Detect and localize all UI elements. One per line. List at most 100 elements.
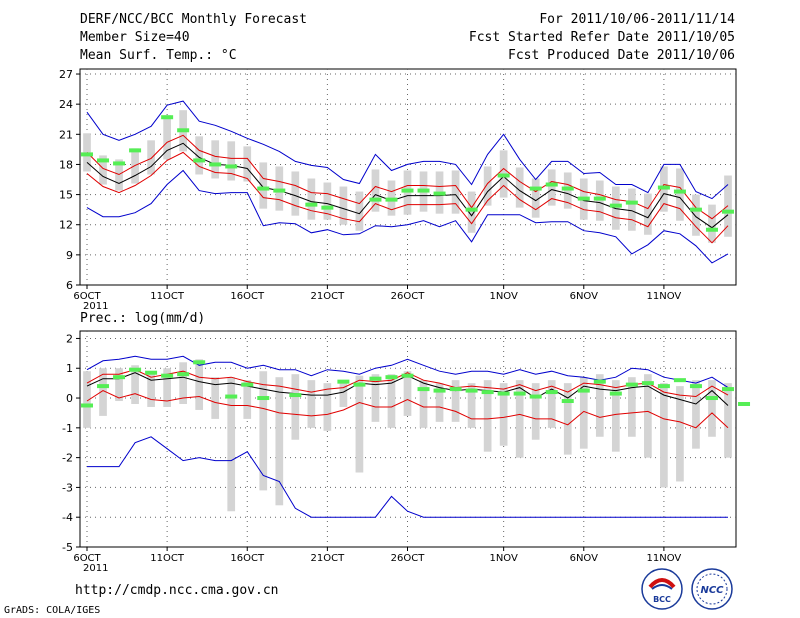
- observed-marker: [209, 162, 222, 167]
- observed-marker: [225, 164, 238, 169]
- observed-marker: [129, 148, 142, 153]
- y-tick-label: 21: [59, 128, 73, 141]
- spread-box: [692, 380, 700, 449]
- chart-title: DERF/NCC/BCC Monthly Forecast: [80, 12, 307, 27]
- x-tick-label: 21OCT: [311, 553, 346, 564]
- observed-marker: [657, 185, 670, 190]
- spread-box: [83, 133, 91, 172]
- spread-box: [227, 141, 236, 181]
- x-tick-label: 16OCT: [230, 291, 265, 302]
- spread-box: [387, 374, 396, 428]
- x-tick-label: 1NOV: [489, 553, 518, 564]
- spread-box: [451, 380, 460, 422]
- ensemble-max-line: [86, 100, 729, 200]
- spread-box: [243, 380, 252, 419]
- spread-box: [579, 377, 588, 449]
- observed-marker: [417, 188, 430, 193]
- source-url[interactable]: http://cmdp.ncc.cma.gov.cn: [75, 583, 279, 598]
- x-tick-label: 11OCT: [150, 553, 185, 564]
- spread-box: [179, 362, 187, 404]
- spread-box: [195, 359, 204, 410]
- spread-box: [547, 380, 556, 428]
- ensemble-min-line: [87, 436, 728, 518]
- spread-box: [339, 186, 348, 225]
- observed-marker: [561, 186, 574, 191]
- y-tick-label: 12: [59, 219, 73, 232]
- spread-box: [115, 368, 123, 402]
- spread-box: [595, 374, 604, 437]
- observed-marker: [401, 188, 414, 193]
- observed-marker: [689, 384, 702, 389]
- spread-box: [403, 170, 412, 215]
- x-tick-label: 1NOV: [489, 291, 518, 302]
- spread-box: [611, 380, 620, 452]
- observed-marker: [545, 390, 558, 395]
- observed-marker: [129, 367, 142, 372]
- y-tick-label: 18: [59, 158, 73, 171]
- spread-box: [628, 188, 636, 231]
- spread-box: [531, 178, 540, 218]
- x-tick-label: 6OCT: [73, 291, 101, 302]
- spread-box: [403, 371, 412, 416]
- observed-marker: [193, 360, 206, 365]
- spread-box: [323, 383, 332, 431]
- observed-marker: [577, 388, 590, 393]
- precipitation-variable-label: Prec.: log(mm/d): [80, 311, 206, 326]
- spread-box: [531, 383, 540, 440]
- spread-box: [243, 146, 252, 182]
- spread-upper-line: [86, 369, 729, 398]
- observed-marker: [497, 391, 510, 396]
- spread-box: [355, 191, 364, 231]
- observed-marker: [705, 227, 718, 232]
- observed-marker: [722, 209, 734, 214]
- spread-box: [323, 182, 332, 220]
- y-tick-label: -1: [62, 422, 73, 435]
- observed-marker: [353, 382, 366, 387]
- spread-upper-line: [86, 134, 729, 220]
- x-tick-label: 6OCT: [73, 553, 101, 564]
- spread-box: [291, 171, 300, 216]
- observed-marker: [481, 390, 494, 395]
- spread-box: [83, 371, 91, 428]
- observed-marker: [641, 381, 654, 386]
- refer-date-label: Fcst Started Refer Date 2011/10/05: [468, 30, 735, 45]
- ncc-logo: NCC: [691, 568, 733, 610]
- observed-marker: [401, 373, 414, 378]
- x-tick-label: 26OCT: [391, 291, 426, 302]
- bcc-logo-text: BCC: [653, 595, 671, 604]
- observed-marker: [673, 189, 686, 194]
- observed-marker: [385, 375, 398, 380]
- observed-marker: [497, 173, 510, 178]
- observed-marker: [145, 370, 158, 375]
- y-tick-label: 9: [66, 249, 73, 262]
- observed-marker: [545, 182, 558, 187]
- spread-box: [339, 383, 348, 407]
- spread-box: [99, 155, 107, 185]
- spread-box: [147, 371, 155, 407]
- observed-marker: [593, 379, 606, 384]
- observed-marker: [673, 378, 686, 383]
- x-year-label: 2011: [83, 563, 108, 574]
- observed-marker: [193, 158, 206, 163]
- observed-marker: [513, 391, 526, 396]
- y-tick-label: -5: [62, 541, 73, 554]
- x-tick-label: 11NOV: [647, 291, 682, 302]
- y-tick-label: 24: [59, 98, 73, 111]
- x-tick-label: 26OCT: [391, 553, 426, 564]
- x-year-label: 2011: [83, 301, 108, 312]
- bcc-logo: BCC: [641, 568, 683, 610]
- spread-box: [628, 377, 636, 437]
- spread-box: [595, 180, 604, 221]
- observed-marker: [465, 207, 478, 212]
- spread-box: [692, 194, 700, 236]
- ensemble-mean-line: [86, 142, 729, 229]
- observed-marker: [449, 387, 462, 392]
- observed-marker: [305, 202, 318, 207]
- y-tick-label: 1: [66, 362, 73, 375]
- observed-marker: [609, 391, 622, 396]
- observed-marker: [705, 396, 718, 401]
- observed-marker: [593, 196, 606, 201]
- observed-marker: [273, 188, 286, 193]
- spread-box: [275, 166, 284, 211]
- observed-marker: [465, 388, 478, 393]
